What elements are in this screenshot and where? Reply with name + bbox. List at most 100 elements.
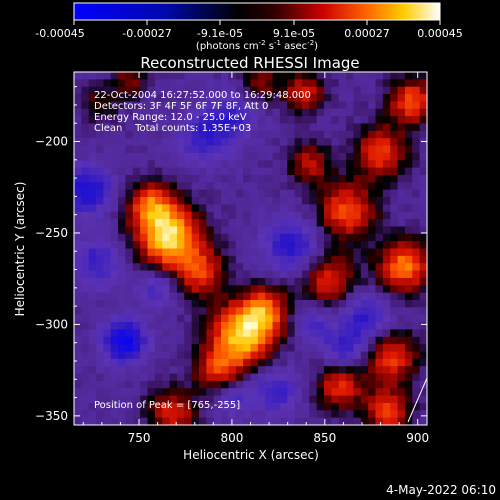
heatmap-cell — [154, 160, 163, 169]
heatmap-cell — [103, 182, 112, 191]
heatmap-cell — [294, 226, 303, 235]
heatmap-cell — [404, 116, 413, 125]
heatmap-cell — [81, 182, 90, 191]
heatmap-cell — [191, 94, 200, 103]
heatmap-cell — [375, 189, 384, 198]
heatmap-cell — [324, 307, 332, 316]
heatmap-cell — [257, 395, 266, 404]
heatmap-cell — [243, 116, 252, 125]
heatmap-cell — [221, 167, 230, 176]
heatmap-cell — [213, 174, 222, 183]
heatmap-cell — [294, 123, 303, 132]
heatmap-cell — [74, 270, 82, 279]
heatmap-cell — [375, 94, 384, 103]
heatmap-cell — [250, 226, 259, 235]
heatmap-cell — [154, 204, 163, 213]
heatmap-cell — [81, 241, 90, 250]
heatmap-cell — [412, 285, 421, 294]
heatmap-cell — [199, 204, 207, 213]
heatmap-cell — [154, 299, 163, 308]
heatmap-cell — [169, 395, 178, 404]
heatmap-cell — [176, 299, 185, 308]
heatmap-cell — [132, 233, 141, 242]
heatmap-cell — [390, 329, 399, 338]
heatmap-cell — [265, 314, 274, 323]
heatmap-cell — [118, 277, 127, 286]
heatmap-cell — [250, 241, 259, 250]
heatmap-cell — [125, 233, 134, 242]
heatmap-cell — [316, 322, 325, 330]
heatmap-cell — [118, 145, 127, 154]
heatmap-cell — [176, 373, 185, 382]
heatmap-cell — [88, 130, 97, 139]
heatmap-cell — [140, 358, 149, 367]
heatmap-cell — [243, 101, 252, 110]
heatmap-cell — [250, 145, 259, 154]
heatmap-cell — [375, 138, 384, 147]
heatmap-cell — [250, 130, 259, 139]
heatmap-cell — [294, 152, 303, 161]
heatmap-cell — [243, 130, 252, 139]
heatmap-cell — [287, 211, 296, 220]
heatmap-cell — [191, 277, 200, 286]
heatmap-cell — [140, 182, 149, 191]
heatmap-cell — [235, 322, 244, 330]
heatmap-cell — [301, 145, 310, 154]
heatmap-cell — [169, 116, 178, 125]
heatmap-cell — [301, 248, 310, 257]
heatmap-cell — [184, 417, 193, 425]
heatmap-cell — [265, 241, 274, 250]
heatmap-cell — [184, 233, 193, 242]
heatmap-cell — [184, 336, 193, 345]
heatmap-cell — [125, 138, 134, 147]
heatmap-cell — [360, 329, 369, 338]
heatmap-cell — [309, 263, 318, 272]
heatmap-cell — [74, 263, 82, 272]
heatmap-cell — [338, 160, 347, 169]
heatmap-cell — [360, 204, 369, 213]
heatmap-cell — [375, 248, 384, 257]
heatmap-cell — [110, 130, 119, 139]
heatmap-cell — [375, 255, 384, 264]
heatmap-cell — [294, 395, 303, 404]
heatmap-cell — [265, 388, 274, 397]
heatmap-cell — [265, 197, 274, 205]
heatmap-cell — [294, 182, 303, 191]
heatmap-cell — [132, 116, 141, 125]
heatmap-cell — [272, 277, 281, 286]
heatmap-cell — [360, 189, 369, 198]
heatmap-cell — [257, 314, 266, 323]
heatmap-cell — [250, 336, 259, 345]
heatmap-cell — [287, 373, 296, 382]
heatmap-cell — [147, 204, 156, 213]
heatmap-cell — [346, 241, 355, 250]
heatmap-cell — [140, 263, 149, 272]
heatmap-cell — [125, 182, 134, 191]
heatmap-cell — [176, 226, 185, 235]
heatmap-cell — [279, 373, 288, 382]
heatmap-cell — [199, 152, 207, 161]
heatmap-cell — [338, 299, 347, 308]
heatmap-cell — [140, 130, 149, 139]
heatmap-cell — [331, 329, 340, 338]
heatmap-cell — [250, 101, 259, 110]
heatmap-cell — [375, 314, 384, 323]
heatmap-cell — [147, 174, 156, 183]
heatmap-cell — [368, 248, 377, 257]
heatmap-cell — [272, 160, 281, 169]
heatmap-cell — [199, 351, 207, 360]
heatmap-cell — [397, 160, 406, 169]
heatmap-cell — [81, 314, 90, 323]
heatmap-cell — [360, 344, 369, 353]
heatmap-cell — [132, 79, 141, 88]
heatmap-cell — [199, 219, 207, 228]
heatmap-cell — [375, 358, 384, 367]
heatmap-cell — [309, 174, 318, 183]
heatmap-cell — [96, 336, 105, 345]
heatmap-cell — [228, 241, 237, 250]
heatmap-cell — [154, 380, 163, 389]
heatmap-cell — [404, 410, 413, 419]
heatmap-cell — [412, 402, 421, 411]
heatmap-cell — [353, 123, 362, 132]
heatmap-cell — [176, 380, 185, 389]
